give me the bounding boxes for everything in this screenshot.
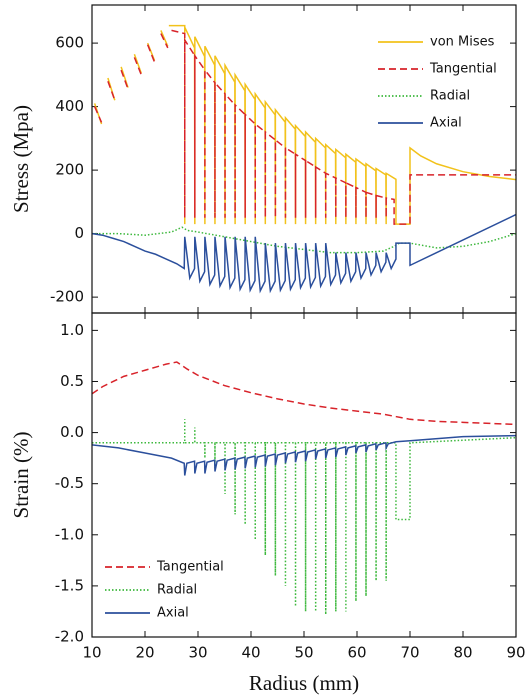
legend-label: Tangential — [429, 62, 497, 77]
plot-area — [92, 24, 516, 294]
y-tick-label: 200 — [55, 161, 84, 179]
legend-label: Radial — [157, 583, 197, 598]
y-tick-label: -200 — [50, 288, 84, 306]
y-tick-label: -2.0 — [55, 628, 84, 646]
x-tick-label: 20 — [135, 644, 154, 662]
y-axis-title: Strain (%) — [9, 432, 33, 519]
y-tick-label: 0 — [74, 224, 84, 242]
series-line — [92, 361, 516, 426]
plot-area — [92, 361, 516, 615]
x-tick-label: 60 — [347, 644, 366, 662]
series-line — [92, 434, 516, 476]
legend-label: Radial — [430, 89, 470, 104]
y-tick-label: 600 — [55, 34, 84, 52]
series-line — [92, 419, 516, 615]
x-tick-label: 70 — [400, 644, 419, 662]
x-axis-title: Radius (mm) — [249, 671, 359, 695]
legend-label: Axial — [430, 116, 462, 131]
legend-label: Tangential — [156, 560, 224, 575]
series-line — [92, 213, 516, 294]
x-tick-label: 30 — [188, 644, 207, 662]
legend-label: von Mises — [430, 35, 495, 50]
y-tick-label: -0.5 — [55, 474, 84, 492]
y-tick-label: -1.0 — [55, 525, 84, 543]
x-tick-label: 90 — [506, 644, 525, 662]
y-tick-label: 0.0 — [60, 423, 84, 441]
y-tick-label: 1.0 — [60, 321, 84, 339]
x-tick-label: 10 — [82, 644, 101, 662]
x-tick-label: 80 — [453, 644, 472, 662]
y-tick-label: 0.5 — [60, 372, 84, 390]
x-tick-label: 50 — [294, 644, 313, 662]
x-tick-label: 40 — [241, 644, 260, 662]
y-tick-label: -1.5 — [55, 576, 84, 594]
series-line — [92, 226, 516, 254]
y-axis-title: Stress (Mpa) — [9, 105, 33, 213]
plot-frame — [91, 312, 517, 638]
series-line — [93, 24, 516, 225]
legend-label: Axial — [157, 606, 189, 621]
y-tick-label: 400 — [55, 97, 84, 115]
